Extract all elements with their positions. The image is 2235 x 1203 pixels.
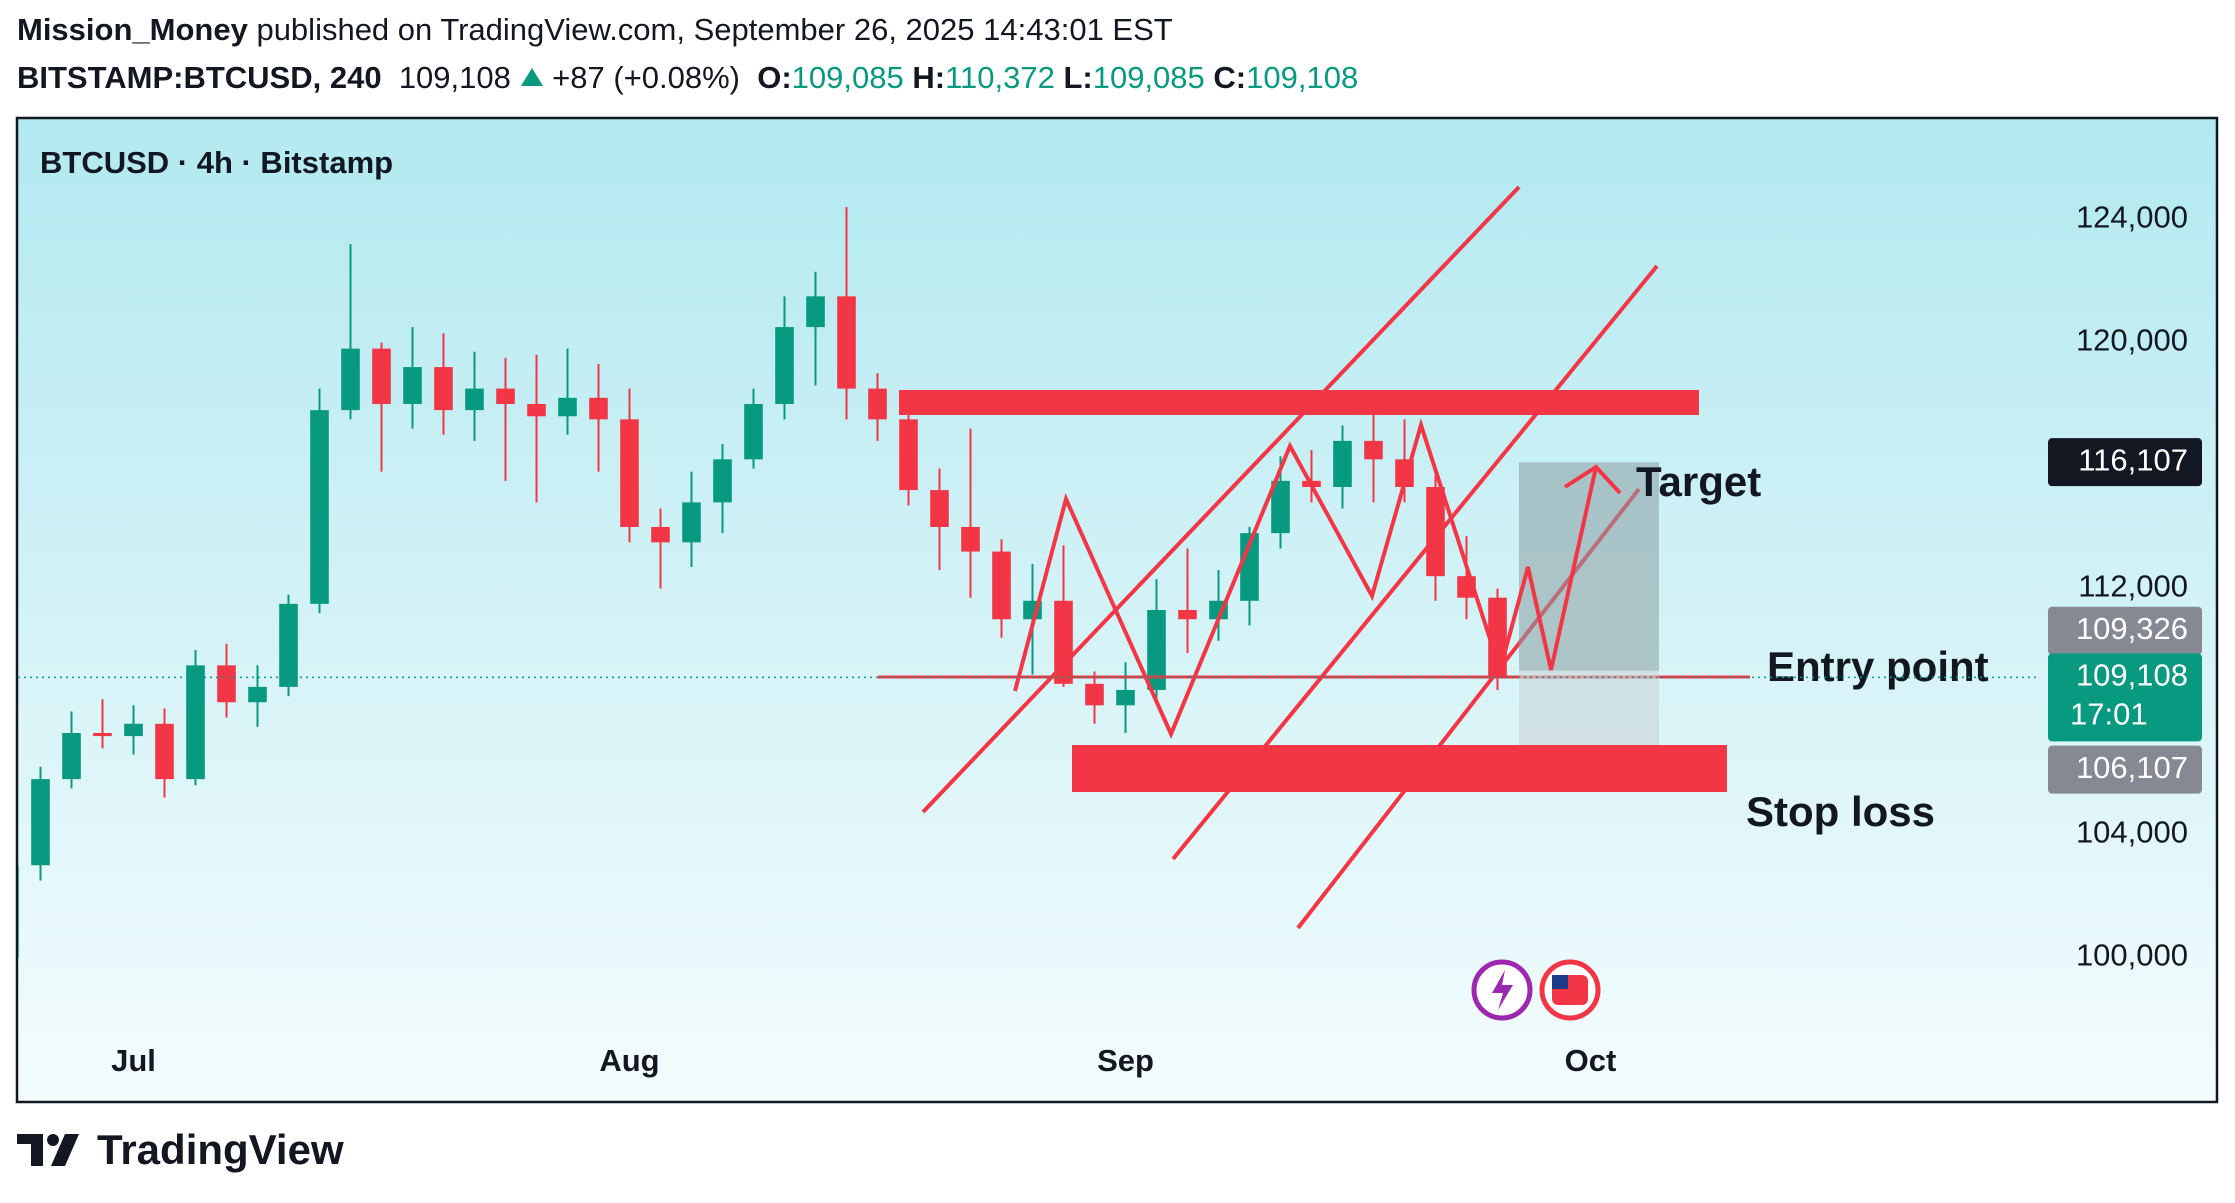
brand: TradingView <box>97 1126 344 1173</box>
candle-body <box>279 603 298 687</box>
candle-body <box>403 367 422 404</box>
x-tick-label: Oct <box>1565 1043 1617 1078</box>
change: +87 (+0.08%) <box>552 60 740 95</box>
x-tick-label: Aug <box>599 1043 659 1078</box>
candle-body <box>775 327 794 404</box>
candle-body <box>744 403 763 460</box>
stop-label: Stop loss <box>1746 788 1935 835</box>
candle-body <box>1116 689 1135 706</box>
candle-body <box>62 733 81 780</box>
candle-body <box>155 723 174 780</box>
candle-body <box>1271 480 1290 534</box>
ohlc-key: L: <box>1063 60 1093 95</box>
candle-body <box>1333 440 1352 487</box>
ohlc-key: H: <box>912 60 946 95</box>
price-box <box>2048 745 2202 794</box>
drawings-top <box>1072 464 1727 792</box>
candle-body <box>31 779 50 866</box>
ohlc-value: 110,372 <box>945 60 1055 95</box>
price-box <box>2048 606 2202 655</box>
symbol: BITSTAMP:BTCUSD, 240 <box>17 60 382 95</box>
candles <box>18 207 1507 958</box>
candle-body <box>1426 487 1445 577</box>
candle-body <box>651 526 670 543</box>
candle-body <box>93 733 112 737</box>
candle-body <box>217 665 236 703</box>
candle-body <box>310 410 329 604</box>
candle-body <box>434 367 453 411</box>
target-label: Target <box>1636 458 1761 505</box>
candle-body <box>1054 600 1073 684</box>
candle-body <box>124 723 143 737</box>
price-box-label: 109,108 <box>2076 658 2188 693</box>
candle-body <box>372 348 391 404</box>
ohlc-key: O: <box>757 60 792 95</box>
candle-body <box>992 551 1011 620</box>
candle-body <box>930 490 949 527</box>
candle-body <box>806 296 825 328</box>
y-tick-label: 124,000 <box>2076 200 2188 235</box>
price-box <box>2048 653 2202 742</box>
candle-body <box>496 388 515 404</box>
candle-body <box>465 388 484 411</box>
logo <box>17 1134 79 1166</box>
candle-body <box>589 397 608 420</box>
price-box-label: 116,107 <box>2078 442 2188 477</box>
candle-body <box>18 865 19 958</box>
footer: TradingView <box>17 1126 344 1174</box>
ohlc-value: 109,108 <box>1246 60 1359 95</box>
y-tick-label: 112,000 <box>2078 569 2188 604</box>
candle-body <box>837 296 856 389</box>
candle-body <box>899 419 918 491</box>
arrow-head <box>1563 464 1622 495</box>
author: Mission_Money <box>17 12 248 47</box>
x-tick-label: Jul <box>111 1043 156 1078</box>
ohlc-value: 109,085 <box>1092 60 1205 95</box>
support-zone <box>1072 745 1727 792</box>
candle-body <box>868 388 887 420</box>
candle-body <box>1085 683 1104 706</box>
symbol-line: BITSTAMP:BTCUSD, 240 109,108 +87 (+0.08%… <box>17 60 1358 96</box>
y-tick-label: 120,000 <box>2076 323 2188 358</box>
x-tick-label: Sep <box>1097 1043 1154 1078</box>
candle-body <box>682 502 701 543</box>
candle-body <box>248 686 267 703</box>
badges <box>1471 959 1601 1021</box>
candle-body <box>527 403 546 417</box>
price-axis: 100,000 104,000 112,000 120,000 124,000 116,1… <box>2048 200 2202 973</box>
chart-title: BTCUSD · 4h · Bitstamp <box>40 145 393 180</box>
candle-body <box>558 397 577 417</box>
published: published on TradingView.com, September … <box>256 12 1173 47</box>
price-box-label: 106,107 <box>2076 750 2188 785</box>
y-tick-label: 104,000 <box>2076 815 2188 850</box>
candle-body <box>713 459 732 503</box>
candle-body <box>1178 610 1197 620</box>
ohlc-value: 109,085 <box>791 60 904 95</box>
entry-label: Entry point <box>1767 643 1989 690</box>
ohlc: O:109,085 H:110,372 L:109,085 C:109,108 <box>757 60 1358 95</box>
countdown: 17:01 <box>2070 697 2148 732</box>
candle-body <box>961 526 980 552</box>
candle-body <box>620 419 639 527</box>
price-box <box>2048 438 2202 487</box>
price-box-label: 109,326 <box>2076 611 2188 646</box>
candle-body <box>1147 610 1166 690</box>
ohlc-key: C: <box>1213 60 1247 95</box>
candle-body <box>341 348 360 411</box>
resistance-zone <box>899 390 1699 415</box>
channel-line <box>921 185 1521 814</box>
y-tick-label: 100,000 <box>2076 938 2188 973</box>
projection-arrow <box>1498 466 1598 671</box>
candle-body <box>1364 440 1383 460</box>
up-arrow <box>520 68 543 86</box>
candle-body <box>186 665 205 780</box>
publish-line: Mission_Money published on TradingView.c… <box>17 12 1173 48</box>
last: 109,108 <box>398 60 511 95</box>
zigzag <box>1013 418 1502 740</box>
